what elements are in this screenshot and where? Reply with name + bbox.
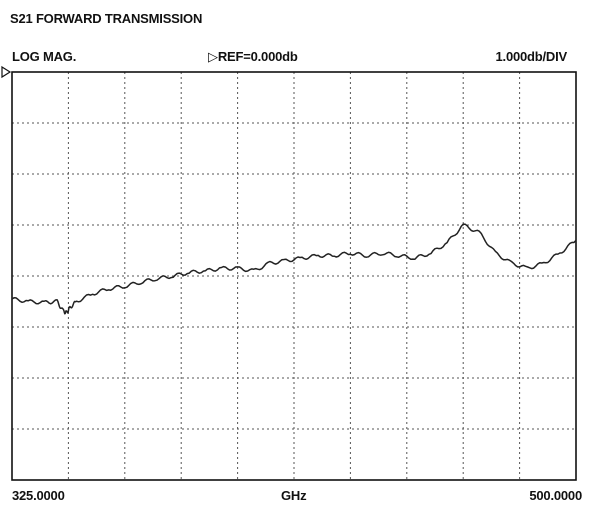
x-start-label: 325.0000 xyxy=(12,488,65,503)
reference-value: REF=0.000db xyxy=(217,49,298,64)
scale-readout: 1.000db/DIV xyxy=(495,49,568,64)
plot-grid xyxy=(12,72,576,480)
reference-readout: ▷REF=0.000db xyxy=(208,50,298,63)
s21-trace xyxy=(11,223,577,315)
reference-marker-icon: ▷ xyxy=(208,49,218,64)
reference-level-marker xyxy=(1,65,12,79)
x-unit-label: GHz xyxy=(281,488,307,503)
x-end-label: 500.0000 xyxy=(529,488,582,503)
chart-title: S21 FORWARD TRANSMISSION xyxy=(10,11,203,26)
plot-frame xyxy=(11,71,577,481)
format-label: LOG MAG. xyxy=(12,49,77,64)
